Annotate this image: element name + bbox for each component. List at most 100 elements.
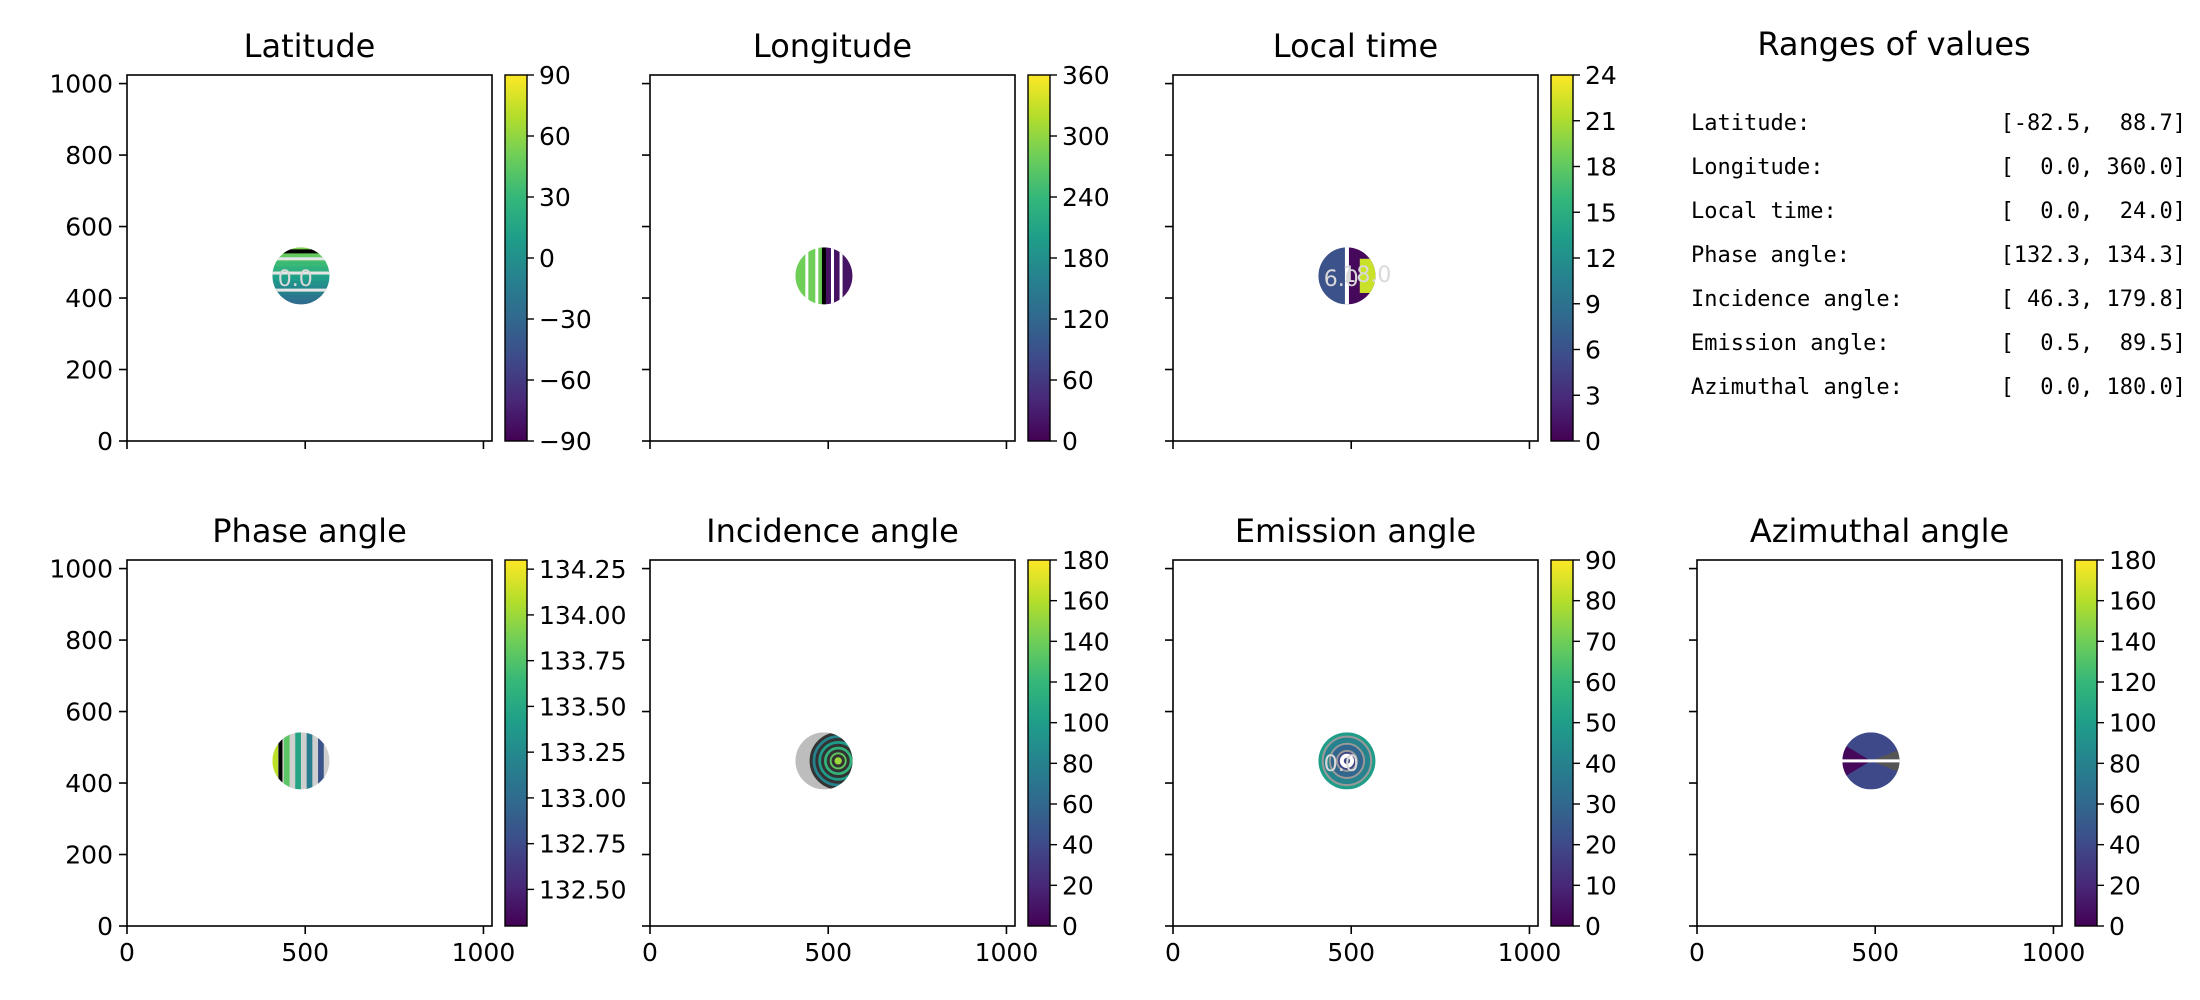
panel-title: Emission angle [1235, 512, 1476, 550]
panel-title: Incidence angle [706, 512, 959, 550]
colorbar-tick-label: 40 [2109, 831, 2141, 860]
y-tick-label: 0 [97, 912, 113, 941]
x-tick-label: 0 [1689, 938, 1705, 967]
colorbar-tick-label: −30 [539, 305, 592, 334]
colorbar-tick-label: 0 [539, 244, 555, 273]
y-tick-label: 400 [65, 769, 113, 798]
colorbar-tick-label: 50 [1585, 709, 1617, 738]
y-tick-label: 200 [65, 356, 113, 385]
disc-image [795, 247, 853, 305]
colorbar-tick-label: 24 [1585, 61, 1617, 90]
colorbar-tick-label: 80 [1062, 749, 1094, 778]
colorbar-tick-label: 240 [1062, 183, 1110, 212]
range-value: [ 0.5, 89.5] [2001, 331, 2186, 356]
colorbar-tick-label: 70 [1585, 627, 1617, 656]
contour-ring [1339, 753, 1355, 769]
colorbar-tick-label: 180 [1062, 546, 1110, 575]
range-value: [ 0.0, 180.0] [2001, 375, 2186, 400]
colorbar-tick-label: 30 [1585, 790, 1617, 819]
colorbar-tick-label: 3 [1585, 381, 1601, 410]
axes-frame [126, 559, 493, 927]
contour-ring [831, 754, 845, 768]
panel-title: Phase angle [212, 512, 407, 550]
disc-band [300, 732, 308, 790]
axes-frame [649, 559, 1016, 927]
colorbar-tick-label: −60 [539, 366, 592, 395]
y-tick-label: 800 [65, 626, 113, 655]
colorbar-tick-label: 18 [1585, 153, 1617, 182]
colorbar-tick-label: 134.25 [539, 555, 626, 584]
colorbar-tick-label: 120 [1062, 668, 1110, 697]
colorbar: 0 20 40 60 80 100 120 140 160 180 [2074, 546, 2157, 941]
disc-band [295, 732, 302, 790]
colorbar-tick-label: 160 [1062, 587, 1110, 616]
colorbar-gradient [1027, 559, 1051, 927]
panel-emission-angle: Emission angle 0.0 0 500 1000 0 10 20 30 40 50 60 70… [1165, 512, 1617, 967]
ranges-title: Ranges of values [1757, 25, 2030, 63]
range-label: Phase angle: [1691, 243, 1850, 268]
axes-frame [1172, 559, 1539, 927]
panel-title: Local time [1273, 27, 1438, 65]
colorbar-tick-label: 60 [1062, 366, 1094, 395]
colorbar-gradient [2074, 559, 2098, 927]
range-value: [ 46.3, 179.8] [2001, 287, 2186, 312]
axes-frame [1172, 74, 1539, 442]
range-value: [ 0.0, 24.0] [2001, 199, 2186, 224]
x-tick-label: 1000 [2022, 938, 2086, 967]
disc-band [289, 732, 297, 790]
colorbar: 132.50 132.75 133.00 133.25 133.50 133.75 134.… [504, 555, 626, 927]
range-label: Incidence angle: [1691, 287, 1903, 312]
colorbar-gradient [504, 74, 528, 442]
range-label: Local time: [1691, 199, 1837, 224]
panel-title: Latitude [244, 27, 376, 65]
panel-phase-angle: Phase angle 0 500 1000 0 200 400 600 800 1000 132.… [49, 512, 626, 967]
y-tick-label: 400 [65, 284, 113, 313]
range-label: Azimuthal angle: [1691, 375, 1903, 400]
colorbar-tick-label: 133.25 [539, 738, 626, 767]
colorbar-tick-label: 0 [1585, 912, 1601, 941]
colorbar: 0 20 40 60 80 100 120 140 160 180 [1027, 546, 1110, 941]
colorbar-tick-label: 20 [2109, 871, 2141, 900]
y-tick-label: 1000 [49, 555, 113, 584]
axes-frame [649, 74, 1016, 442]
colorbar: 0 60 120 180 240 300 360 [1027, 61, 1110, 456]
colorbar-gradient [1550, 74, 1574, 442]
x-tick-label: 0 [1165, 938, 1181, 967]
colorbar-gradient [1027, 74, 1051, 442]
colorbar-tick-label: 180 [2109, 546, 2157, 575]
colorbar-tick-label: 360 [1062, 61, 1110, 90]
panel-incidence-angle: Incidence angle 0 500 1000 0 20 40 60 80 100 120 14… [642, 512, 1110, 967]
disc-band [272, 266, 330, 273]
disc-band [272, 290, 330, 296]
colorbar-tick-label: 20 [1062, 871, 1094, 900]
axes-frame [126, 74, 493, 442]
colorbar: 0 10 20 30 40 50 60 70 80 90 [1550, 546, 1617, 941]
disc-band [323, 732, 330, 790]
disc-half [823, 247, 853, 305]
range-value: [132.3, 134.3] [2001, 243, 2186, 268]
colorbar-tick-label: 133.50 [539, 692, 626, 721]
x-tick-label: 0 [119, 938, 135, 967]
disc-band [272, 261, 330, 268]
y-tick-label: 600 [65, 213, 113, 242]
colorbar-tick-label: 0 [1062, 427, 1078, 456]
disc-band [272, 280, 330, 287]
disc-band [318, 732, 325, 790]
colorbar-tick-label: 0 [2109, 912, 2125, 941]
ranges-panel: Ranges of values Latitude: [-82.5, 88.7]L… [1691, 25, 2186, 400]
colorbar-tick-label: 15 [1585, 198, 1617, 227]
disc-image [1318, 732, 1376, 790]
disc-image [795, 732, 853, 790]
colorbar-tick-label: 160 [2109, 587, 2157, 616]
panel-title: Longitude [753, 27, 912, 65]
x-tick-label: 500 [1327, 938, 1375, 967]
colorbar-tick-label: 60 [1585, 668, 1617, 697]
colorbar-tick-label: 60 [2109, 790, 2141, 819]
disc-band [1359, 258, 1376, 293]
colorbar-tick-label: 132.75 [539, 830, 626, 859]
colorbar-tick-label: 20 [1585, 831, 1617, 860]
range-label: Latitude: [1691, 111, 1810, 136]
x-tick-label: 1000 [1498, 938, 1562, 967]
disc-band [272, 299, 330, 305]
